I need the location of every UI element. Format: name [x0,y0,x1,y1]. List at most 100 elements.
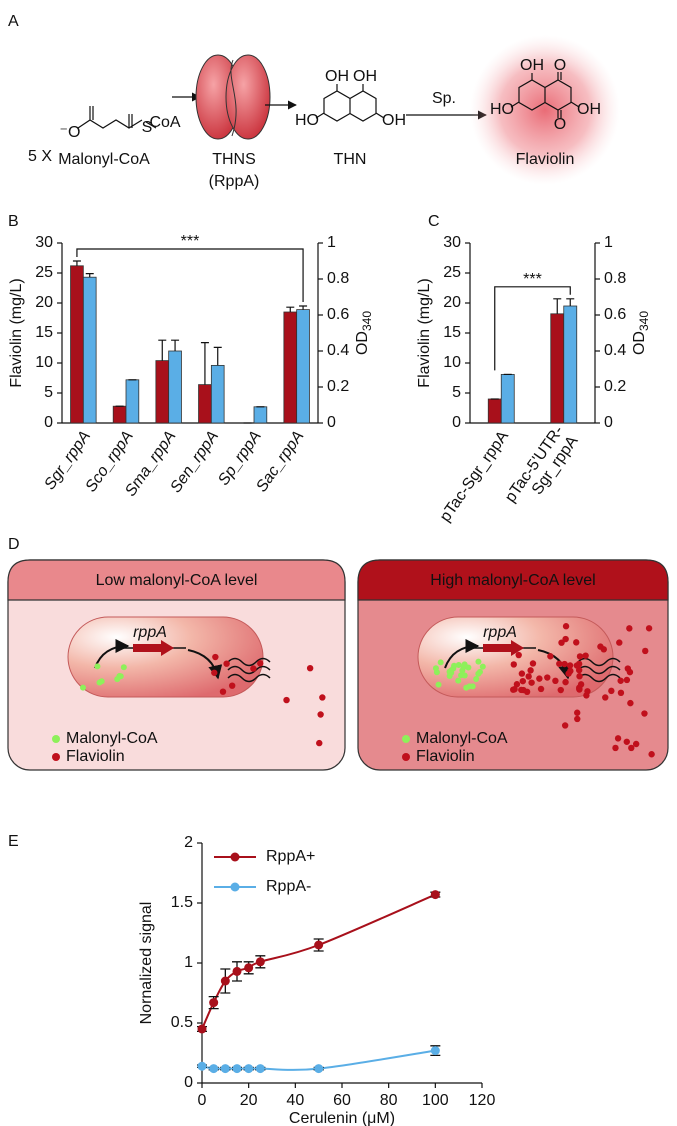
panel-label: B [8,213,19,230]
y2-tick-label: 1 [604,234,613,251]
flaviolin-dot [583,692,590,699]
flux-arrow [444,639,480,669]
flaviolin-dot [529,660,537,667]
atom-label: ⁻O [60,124,81,141]
data-point [244,963,254,973]
flaviolin-dot [567,667,574,675]
data-point [220,1064,230,1074]
flaviolin-dot [219,688,227,695]
legend-label: Malonyl-CoA [66,730,158,747]
flaviolin-dot [511,686,518,693]
legend-marker [402,753,410,761]
panel-header [7,559,346,601]
y-tick-label: 5 [452,384,461,401]
flaviolin-dot [558,639,565,646]
y-tick-label: 25 [35,264,53,281]
y2-tick-label: 0.4 [327,342,349,359]
y-axis-title: Nornalized signal [138,902,155,1025]
x-tick-label: 0 [198,1092,207,1109]
atom-label: CoA [149,114,180,131]
data-point [197,1024,207,1034]
malonyl-dot [433,669,440,676]
flaviolin-dot [513,681,521,688]
flaviolin-dot [223,660,230,667]
flaviolin-dot [523,688,531,696]
flaviolin-dot [641,710,648,717]
data-point [197,1061,207,1071]
atom-label: O [554,116,566,133]
malonyl-dot [463,684,470,691]
malonyl-dot [461,672,468,679]
y-tick-label: 15 [443,324,461,341]
flaviolin-dot [562,678,569,686]
error-bar [553,298,562,314]
export-wave [577,673,621,683]
panel-label: C [428,213,440,230]
data-point [209,998,219,1008]
bar [82,276,97,424]
flaviolin-dot [525,673,532,680]
atom-label: O [554,57,566,74]
malonyl-dot [120,664,127,671]
flaviolin-dot [573,662,581,669]
data-point [255,1064,265,1074]
x-tick-label: pTac-Sgr_rppA [437,428,512,525]
product-name: Flaviolin [516,151,575,168]
legend-marker [230,882,240,892]
flaviolin-dot [632,740,640,748]
atom-label: OH [353,68,377,85]
flaviolin-dot [306,664,314,672]
error-bar [158,339,167,361]
data-point [255,957,265,967]
y-tick-label: 1 [184,954,193,971]
flaviolin-dot [626,625,633,632]
y2-tick-label: 0.2 [604,378,626,395]
malonyl-dot [94,663,101,670]
enzyme-name: THNS [212,151,256,168]
bar [253,406,268,424]
export-wave [227,665,271,675]
y-tick-label: 0.5 [171,1014,193,1031]
error-bar [566,298,575,306]
malonyl-dot [435,681,442,688]
y2-tick-label: 0.2 [327,378,349,395]
flaviolin-dot [228,682,236,689]
x-tick-label: 120 [469,1092,496,1109]
flaviolin-dot [648,751,655,758]
flaviolin-dot [257,660,264,667]
data-point [232,966,242,976]
data-point [209,1064,219,1074]
data-point [314,1064,324,1074]
flaviolin-dot [556,660,563,667]
malonyl-dot [455,661,462,668]
significance-bracket [76,248,304,302]
gene-name: rppA [483,624,517,641]
error-bar [213,346,222,366]
flaviolin-dot [617,689,625,697]
y2-tick-label: 0.6 [604,306,626,323]
bar [70,265,84,424]
stoichiometry: 5 X [28,148,52,165]
export-wave [227,657,271,667]
flaviolin-dot [576,673,583,680]
legend-label: Flaviolin [416,748,475,765]
flaviolin-dot [614,735,622,742]
atom-label: OH [325,68,349,85]
flaviolin-dot [626,668,634,676]
data-point [232,1064,242,1074]
x-tick-label: 100 [422,1092,449,1109]
y2-tick-label: 1 [327,234,336,251]
malonyl-dot [446,672,453,679]
enzyme-lobe [225,54,271,140]
gene-name: rppA [133,624,167,641]
y2-axis-title-main: OD [354,331,371,355]
bar [210,364,225,424]
flaviolin-dot [597,643,604,650]
y2-tick-label: 0.8 [327,270,349,287]
y-tick-label: 0 [452,414,461,431]
malonyl-dot [114,676,121,683]
error-bar [299,305,308,310]
malonyl-dot [446,668,453,675]
error-bar [286,306,295,312]
flaviolin-dot [562,623,570,630]
